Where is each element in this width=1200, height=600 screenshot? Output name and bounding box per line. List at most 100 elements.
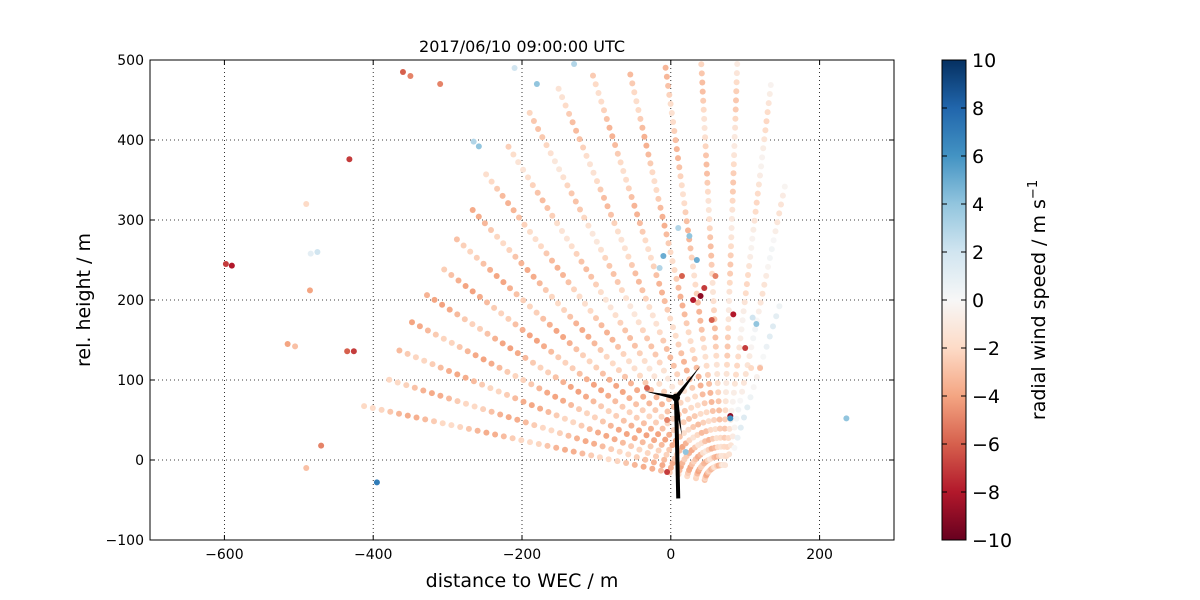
scatter-point: [757, 299, 764, 306]
scatter-point: [726, 451, 733, 458]
scatter-point: [714, 380, 721, 387]
scatter-point: [760, 353, 767, 360]
scatter-point: [743, 281, 750, 288]
scatter-point: [498, 310, 505, 317]
scatter-point: [685, 426, 692, 433]
scatter-point: [407, 73, 414, 79]
scatter-point: [724, 343, 731, 350]
scatter-point: [665, 82, 672, 89]
scatter-point: [537, 405, 544, 412]
scatter-point: [733, 371, 739, 378]
scatter-point: [479, 381, 486, 388]
scatter-point: [566, 340, 573, 347]
scatter-point: [552, 374, 559, 381]
scatter-point: [664, 408, 671, 415]
scatter-point: [601, 194, 607, 201]
scatter-point: [699, 88, 706, 95]
scatter-point: [679, 302, 686, 309]
scatter-point: [617, 319, 624, 326]
scatter-point: [653, 187, 660, 193]
scatter-point: [549, 212, 556, 219]
scatter-point: [505, 315, 512, 322]
scatter-point: [568, 190, 575, 197]
scatter-point: [574, 435, 580, 442]
scatter-point: [697, 410, 704, 417]
scatter-point: [628, 194, 635, 200]
scatter-point: [613, 412, 620, 419]
scatter-point: [729, 197, 736, 204]
scatter-point: [488, 360, 495, 367]
x-tick-label: −200: [503, 547, 541, 563]
scatter-point: [691, 413, 698, 420]
scatter-point: [757, 365, 764, 371]
scatter-point: [700, 97, 707, 104]
scatter-point: [469, 321, 476, 328]
scatter-point: [733, 97, 739, 104]
scatter-point: [544, 205, 551, 211]
scatter-point: [545, 369, 552, 376]
scatter-point: [553, 412, 560, 419]
scatter-point: [642, 295, 649, 302]
scatter-point: [386, 376, 393, 383]
scatter-point: [545, 409, 552, 415]
scatter-point: [424, 292, 430, 299]
scatter-point: [642, 237, 649, 244]
scatter-point: [535, 126, 542, 132]
scatter-point: [633, 414, 640, 421]
scatter-point: [520, 166, 527, 173]
scatter-point: [664, 469, 671, 475]
scatter-point: [770, 323, 776, 330]
scatter-point: [711, 417, 718, 423]
scatter-point: [706, 225, 713, 232]
colorbar-tick-label: −6: [972, 434, 1000, 456]
scatter-point: [639, 124, 646, 131]
scatter-point: [562, 359, 569, 366]
scatter-point: [537, 364, 544, 371]
scatter-point: [625, 253, 632, 260]
scatter-point: [641, 133, 648, 140]
scatter-point: [560, 379, 567, 386]
scatter-point: [730, 311, 737, 318]
scatter-point: [548, 293, 555, 300]
scatter-point: [512, 373, 519, 379]
scatter-point: [469, 207, 476, 213]
x-tick-label: −400: [354, 547, 392, 563]
scatter-point: [569, 119, 576, 126]
colorbar-tick-label: 10: [972, 50, 996, 72]
scatter-point: [510, 151, 517, 158]
scatter-point: [318, 442, 325, 449]
scatter-point: [664, 306, 671, 313]
scatter-point: [708, 261, 715, 268]
x-tick-label: 0: [666, 547, 675, 563]
scatter-point: [658, 467, 664, 474]
scatter-point: [703, 161, 710, 168]
scatter-point: [487, 385, 494, 392]
scatter-point: [726, 298, 733, 304]
scatter-point: [521, 221, 528, 228]
scatter-point: [734, 61, 741, 67]
scatter-point: [723, 380, 730, 386]
scatter-point: [534, 189, 541, 196]
scatter-point: [576, 136, 583, 143]
scatter-point: [222, 261, 229, 267]
scatter-point: [484, 330, 491, 337]
scatter-point: [608, 211, 614, 218]
colorbar-tick-label: 8: [972, 98, 984, 120]
scatter-point: [649, 312, 656, 319]
scatter-point: [593, 281, 599, 288]
scatter-point: [611, 220, 618, 227]
scatter-point: [677, 293, 684, 300]
scatter-point: [744, 404, 751, 411]
scatter-point: [573, 250, 580, 257]
scatter-point: [555, 85, 562, 92]
scatter-point: [704, 179, 711, 186]
scatter-point: [439, 301, 446, 308]
scatter-point: [658, 413, 665, 420]
scatter-point: [513, 291, 520, 298]
scatter-point: [649, 169, 656, 176]
scatter-point: [619, 439, 626, 446]
scatter-point: [680, 430, 687, 437]
scatter-point: [725, 307, 732, 314]
scatter-point: [701, 344, 708, 351]
scatter-point: [440, 335, 447, 342]
